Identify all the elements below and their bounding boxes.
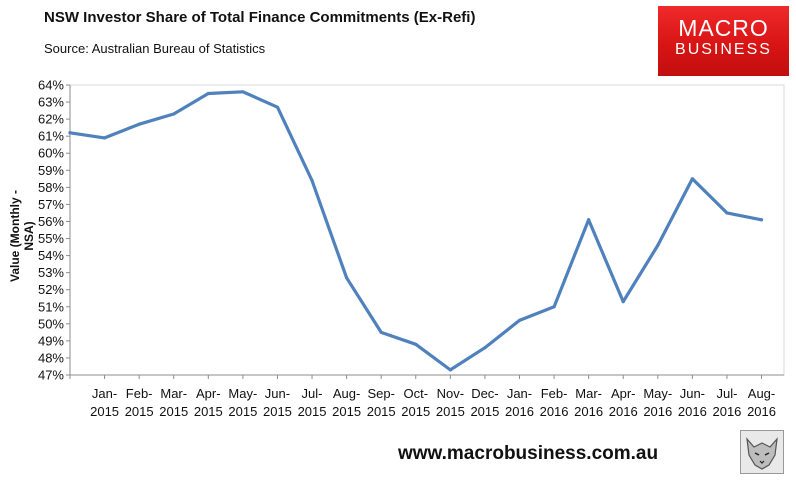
x-tick-label: Jul-	[302, 386, 323, 401]
data-point	[275, 105, 280, 109]
x-tick-label: Feb-	[126, 386, 153, 401]
x-axis: Jan- 2015 Feb- 2015 Mar- 2015 Apr- 2015 May- 2015…	[69, 375, 776, 419]
y-tick-label: 59%	[38, 163, 64, 178]
x-tick-label: Jul-	[716, 386, 737, 401]
y-tick-label: 56%	[38, 214, 64, 229]
x-tick-label: 2016	[574, 404, 603, 419]
x-tick-label: Aug-	[748, 386, 775, 401]
y-tick-label: 48%	[38, 350, 64, 365]
data-point	[552, 305, 556, 309]
data-point	[345, 276, 349, 280]
plot-area	[69, 84, 785, 376]
logo-line-2: BUSINESS	[675, 41, 772, 58]
x-tick-label: 2016	[540, 404, 569, 419]
x-tick-label: 2016	[505, 404, 534, 419]
y-tick-label: 50%	[38, 316, 64, 331]
y-tick-label: 60%	[38, 146, 64, 161]
x-tick-label: 2016	[712, 404, 741, 419]
data-point	[68, 131, 72, 135]
x-tick-label: 2015	[436, 404, 465, 419]
y-tick-label: 58%	[38, 180, 64, 195]
data-point	[656, 243, 660, 247]
x-tick-label: 2015	[228, 404, 257, 419]
data-point	[690, 177, 694, 181]
y-tick-label: 63%	[38, 95, 64, 110]
y-axis: 47% 48% 49% 50% 51% 52% 53% 54% 55% 56% 57% 58% 59% 6…	[38, 78, 70, 383]
y-tick-label: 64%	[38, 78, 64, 93]
x-tick-label: 2015	[470, 404, 499, 419]
x-tick-label: 2015	[401, 404, 430, 419]
y-tick-label: 49%	[38, 333, 64, 348]
data-point	[137, 122, 141, 126]
x-tick-label: Jun-	[265, 386, 290, 401]
data-point	[621, 300, 625, 304]
x-tick-label: May-	[643, 386, 672, 401]
y-tick-label: 55%	[38, 231, 64, 246]
data-point	[725, 211, 729, 215]
x-tick-label: Feb-	[541, 386, 568, 401]
x-tick-label: Mar-	[575, 386, 602, 401]
x-tick-label: Apr-	[196, 386, 221, 401]
x-tick-label: Jan-	[507, 386, 532, 401]
x-tick-label: 2015	[125, 404, 154, 419]
x-tick-label: Aug-	[333, 386, 360, 401]
y-tick-label: 61%	[38, 129, 64, 144]
x-tick-label: 2016	[747, 404, 776, 419]
data-point	[759, 218, 764, 222]
website-url: www.macrobusiness.com.au	[398, 443, 659, 464]
data-point	[206, 91, 210, 96]
data-point	[379, 330, 383, 334]
y-tick-label: 51%	[38, 299, 64, 314]
y-tick-label: 53%	[38, 265, 64, 280]
x-tick-label: Nov-	[437, 386, 464, 401]
x-tick-label: Sep-	[367, 386, 394, 401]
y-tick-label: 62%	[38, 112, 64, 127]
logo-line-1: MACRO	[678, 15, 769, 41]
x-tick-label: Jan-	[92, 386, 117, 401]
data-point	[483, 346, 487, 350]
data-point	[414, 342, 418, 346]
x-tick-label: Dec-	[471, 386, 498, 401]
x-tick-label: 2016	[643, 404, 672, 419]
data-point	[448, 368, 452, 372]
x-tick-label: 2015	[332, 404, 361, 419]
y-tick-label: 54%	[38, 248, 64, 263]
y-tick-label: 52%	[38, 282, 64, 297]
data-point	[310, 178, 314, 183]
macrobusiness-logo: MACRO BUSINESS	[658, 6, 789, 76]
data-point	[172, 112, 176, 116]
x-tick-label: 2015	[263, 404, 292, 419]
x-tick-label: 2015	[298, 404, 327, 419]
x-tick-label: 2015	[159, 404, 188, 419]
x-tick-label: Oct-	[403, 386, 428, 401]
x-tick-label: 2015	[367, 404, 396, 419]
x-tick-label: 2016	[609, 404, 638, 419]
x-tick-label: Apr-	[611, 386, 636, 401]
chart-source: Source: Australian Bureau of Statistics	[44, 41, 266, 56]
y-tick-label: 57%	[38, 197, 64, 212]
data-point	[241, 90, 245, 94]
chart-title: NSW Investor Share of Total Finance Comm…	[44, 9, 476, 26]
y-tick-label: 47%	[38, 368, 64, 383]
x-tick-label: 2015	[90, 404, 119, 419]
data-point	[517, 318, 522, 323]
wolf-logo-icon	[740, 430, 784, 474]
x-tick-label: 2015	[194, 404, 223, 419]
x-tick-label: 2016	[678, 404, 707, 419]
x-tick-label: Mar-	[160, 386, 187, 401]
data-point	[587, 218, 591, 222]
data-point	[102, 136, 107, 140]
x-tick-label: May-	[228, 386, 257, 401]
x-tick-label: Jun-	[680, 386, 705, 401]
